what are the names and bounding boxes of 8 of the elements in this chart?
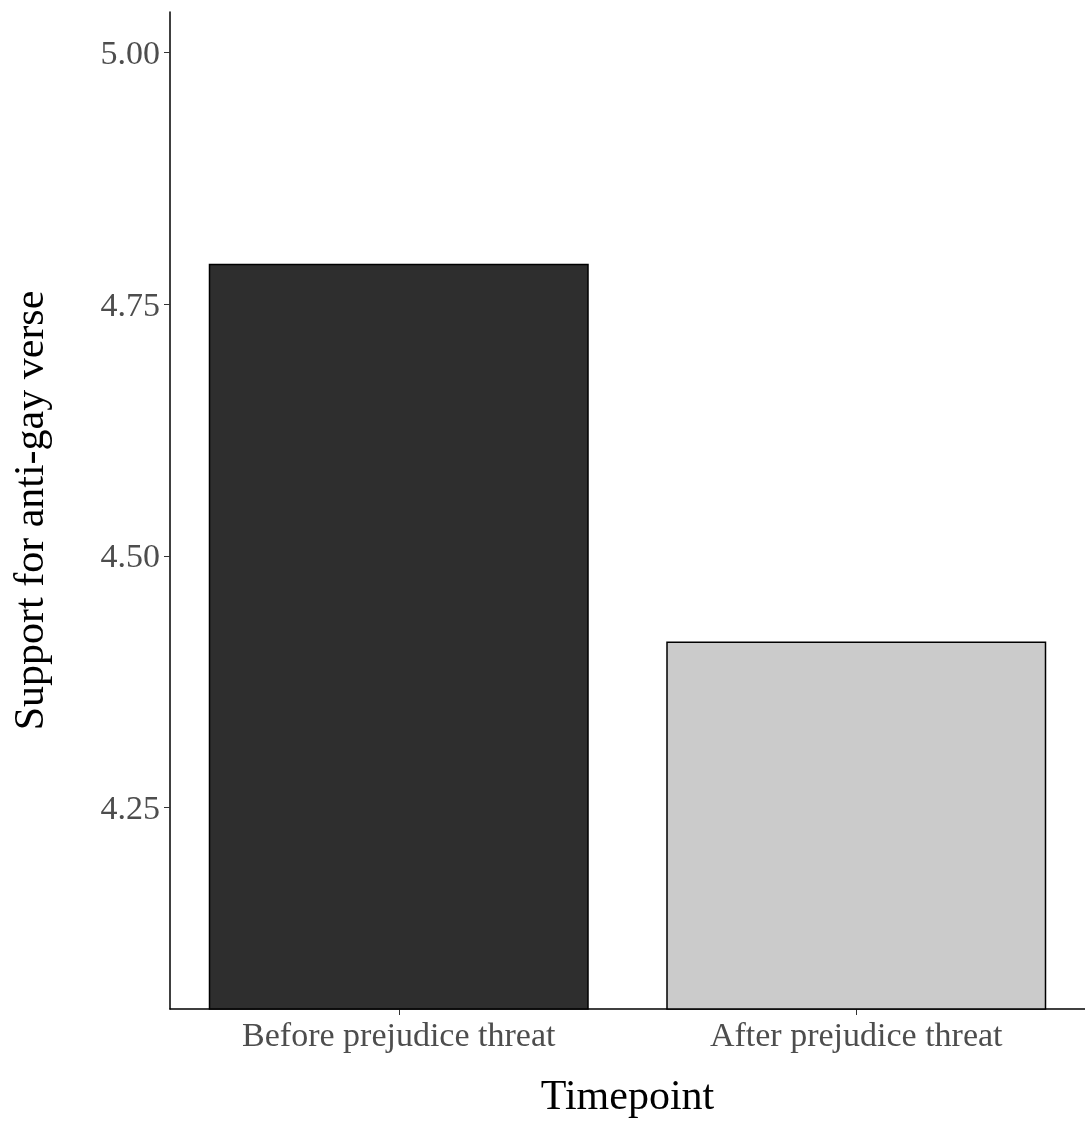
y-tick-label: 5.00 <box>100 33 160 71</box>
y-axis-title: Support for anti-gay verse <box>6 290 52 731</box>
y-tick-label: 4.75 <box>100 285 160 323</box>
y-tick-label: 4.50 <box>100 537 160 575</box>
x-tick-label: After prejudice threat <box>709 1015 1004 1053</box>
x-axis-title: Timepoint <box>540 1072 715 1118</box>
y-tick-label: 4.25 <box>100 789 160 827</box>
x-tick-label: Before prejudice threat <box>242 1015 556 1053</box>
